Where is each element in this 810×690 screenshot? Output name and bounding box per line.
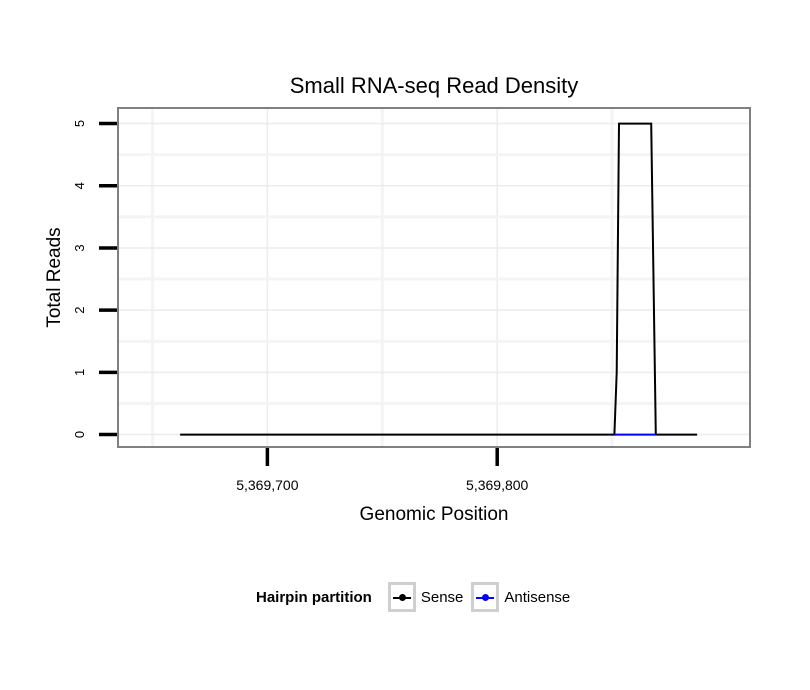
- legend-label-antisense: Antisense: [504, 588, 571, 606]
- legend-dot-sense: [398, 594, 406, 601]
- x-tick-label: 5,369,800: [466, 477, 528, 493]
- y-tick-label: 1: [72, 369, 87, 376]
- legend: Hairpin partition Sense Antisense: [256, 578, 578, 616]
- legend-label-sense: Sense: [420, 588, 464, 606]
- x-tick-label: 5,369,700: [236, 477, 298, 493]
- legend-title: Hairpin partition: [256, 588, 372, 606]
- y-tick-label: 2: [72, 307, 87, 314]
- legend-key-sense: [387, 582, 416, 612]
- chart-title: Small RNA-seq Read Density: [290, 73, 579, 98]
- y-tick-label: 0: [72, 431, 87, 438]
- read-density-chart: Small RNA-seq Read Density 0 1 2 3 4 5 5,369,…: [44, 73, 751, 525]
- y-tick-label: 5: [72, 120, 87, 127]
- y-tick-label: 3: [72, 244, 87, 251]
- x-axis-label: Genomic Position: [360, 504, 509, 525]
- y-axis-label: Total Reads: [44, 227, 65, 327]
- legend-key-antisense: [471, 582, 500, 612]
- y-axis: 0 1 2 3 4 5: [72, 120, 117, 438]
- y-tick-label: 4: [72, 182, 87, 189]
- legend-dot-antisense: [482, 594, 490, 601]
- x-axis: 5,369,700 5,369,800: [236, 448, 529, 493]
- series-layer: [180, 122, 698, 436]
- plot-panel-border: [117, 107, 751, 448]
